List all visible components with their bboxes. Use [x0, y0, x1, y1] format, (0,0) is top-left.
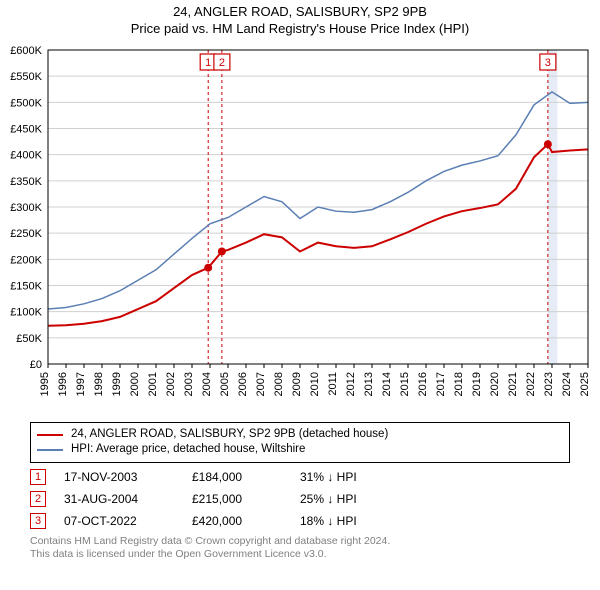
x-tick-label: 2020 [489, 372, 501, 396]
x-tick-label: 2022 [525, 372, 537, 396]
x-tick-label: 2021 [507, 372, 519, 396]
legend: 24, ANGLER ROAD, SALISBURY, SP2 9PB (det… [30, 422, 570, 463]
x-tick-label: 2006 [237, 372, 249, 396]
events-table: 1 17-NOV-2003 £184,000 31% ↓ HPI 2 31-AU… [30, 469, 570, 529]
attribution-footer: Contains HM Land Registry data © Crown c… [30, 535, 570, 562]
y-tick-label: £0 [30, 359, 42, 371]
x-tick-label: 2019 [471, 372, 483, 396]
footer-line-2: This data is licensed under the Open Gov… [30, 548, 570, 562]
y-tick-label: £300K [10, 202, 42, 214]
event-number-badge: 1 [30, 469, 46, 485]
x-tick-label: 2000 [129, 372, 141, 396]
x-tick-label: 1996 [57, 372, 69, 396]
event-badge-label: 3 [545, 57, 551, 69]
x-tick-label: 2010 [309, 372, 321, 396]
sale-marker [218, 247, 226, 255]
y-tick-label: £600K [10, 45, 42, 57]
series-property [48, 144, 588, 326]
chart-area: 123£0£50K£100K£150K£200K£250K£300K£350K£… [48, 44, 588, 414]
chart-title: 24, ANGLER ROAD, SALISBURY, SP2 9PB Pric… [0, 4, 600, 38]
y-tick-label: £150K [10, 280, 42, 292]
x-tick-label: 2015 [399, 372, 411, 396]
x-tick-label: 2003 [183, 372, 195, 396]
x-tick-label: 2017 [435, 372, 447, 396]
event-number-badge: 3 [30, 513, 46, 529]
footer-line-1: Contains HM Land Registry data © Crown c… [30, 535, 570, 549]
title-line-1: 24, ANGLER ROAD, SALISBURY, SP2 9PB [0, 4, 600, 21]
x-tick-label: 2012 [345, 372, 357, 396]
x-tick-label: 2011 [327, 372, 339, 396]
y-tick-label: £450K [10, 123, 42, 135]
event-badge-label: 2 [219, 57, 225, 69]
event-diff: 18% ↓ HPI [300, 514, 357, 528]
x-tick-label: 1998 [93, 372, 105, 396]
x-tick-label: 2025 [579, 372, 591, 396]
event-date: 31-AUG-2004 [64, 492, 174, 506]
x-tick-label: 1997 [75, 372, 87, 396]
legend-label: 24, ANGLER ROAD, SALISBURY, SP2 9PB (det… [71, 427, 388, 443]
event-diff: 25% ↓ HPI [300, 492, 357, 506]
x-tick-label: 2018 [453, 372, 465, 396]
y-tick-label: £50K [16, 333, 42, 345]
sale-marker [204, 263, 212, 271]
event-number-badge: 2 [30, 491, 46, 507]
legend-swatch [37, 449, 63, 451]
title-line-2: Price paid vs. HM Land Registry's House … [0, 21, 600, 38]
legend-label: HPI: Average price, detached house, Wilt… [71, 442, 305, 458]
x-tick-label: 2024 [561, 372, 573, 396]
legend-row: HPI: Average price, detached house, Wilt… [37, 442, 563, 458]
chart-container: { "title_line1": "24, ANGLER ROAD, SALIS… [0, 0, 600, 562]
y-tick-label: £350K [10, 176, 42, 188]
x-tick-label: 2007 [255, 372, 267, 396]
event-row: 1 17-NOV-2003 £184,000 31% ↓ HPI [30, 469, 570, 485]
y-tick-label: £100K [10, 306, 42, 318]
x-tick-label: 2009 [291, 372, 303, 396]
event-row: 3 07-OCT-2022 £420,000 18% ↓ HPI [30, 513, 570, 529]
event-badge-label: 1 [205, 57, 211, 69]
x-tick-label: 1999 [111, 372, 123, 396]
x-tick-label: 2005 [219, 372, 231, 396]
y-tick-label: £400K [10, 149, 42, 161]
event-price: £215,000 [192, 492, 282, 506]
x-tick-label: 2004 [201, 372, 213, 396]
event-date: 07-OCT-2022 [64, 514, 174, 528]
legend-swatch [37, 434, 63, 436]
x-tick-label: 2002 [165, 372, 177, 396]
legend-row: 24, ANGLER ROAD, SALISBURY, SP2 9PB (det… [37, 427, 563, 443]
chart-svg: 123£0£50K£100K£150K£200K£250K£300K£350K£… [48, 44, 588, 414]
y-tick-label: £500K [10, 97, 42, 109]
x-tick-label: 2008 [273, 372, 285, 396]
x-tick-label: 1995 [39, 372, 51, 396]
event-diff: 31% ↓ HPI [300, 470, 357, 484]
event-price: £420,000 [192, 514, 282, 528]
event-price: £184,000 [192, 470, 282, 484]
event-date: 17-NOV-2003 [64, 470, 174, 484]
event-row: 2 31-AUG-2004 £215,000 25% ↓ HPI [30, 491, 570, 507]
sale-marker [544, 140, 552, 148]
series-hpi [48, 92, 588, 309]
y-tick-label: £550K [10, 71, 42, 83]
y-tick-label: £250K [10, 228, 42, 240]
x-tick-label: 2014 [381, 372, 393, 396]
y-tick-label: £200K [10, 254, 42, 266]
x-tick-label: 2023 [543, 372, 555, 396]
x-tick-label: 2016 [417, 372, 429, 396]
x-tick-label: 2001 [147, 372, 159, 396]
x-tick-label: 2013 [363, 372, 375, 396]
